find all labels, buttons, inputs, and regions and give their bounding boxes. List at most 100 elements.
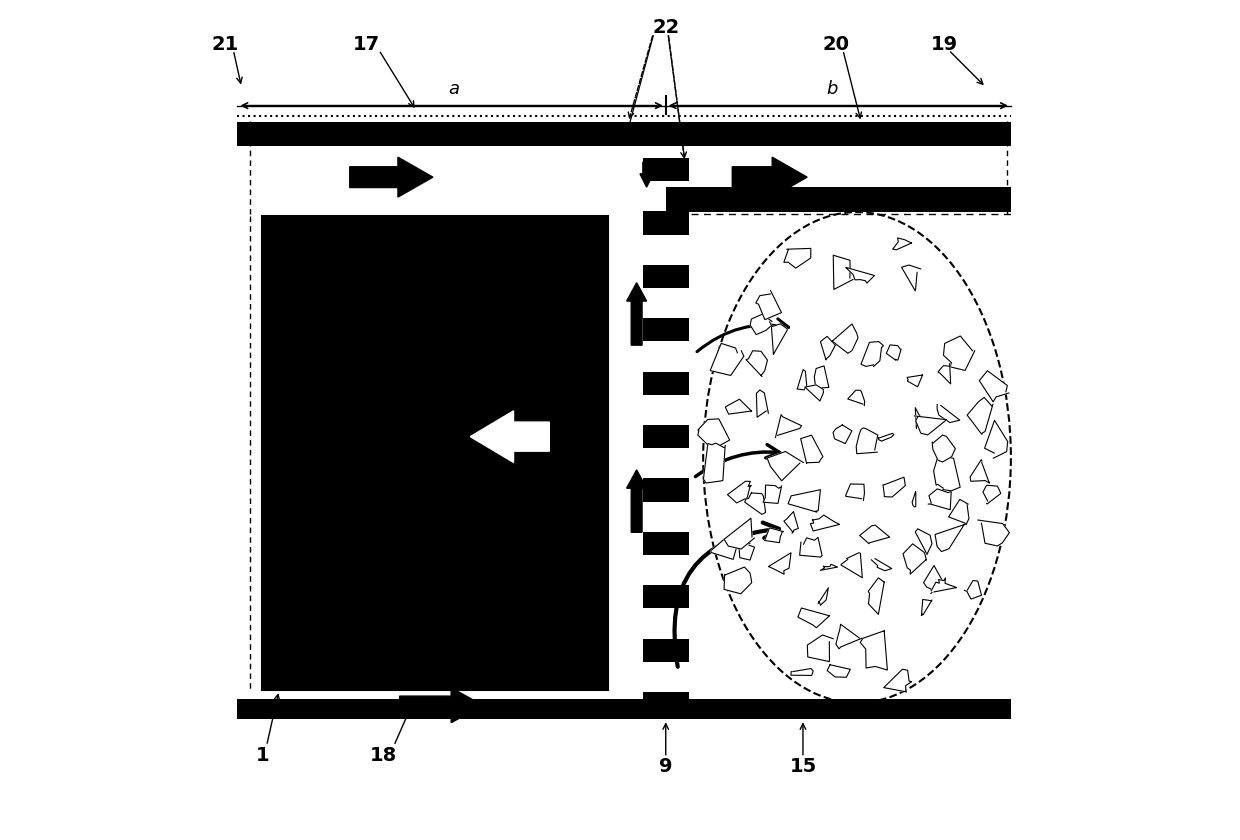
Polygon shape <box>859 525 889 543</box>
Polygon shape <box>784 512 799 533</box>
Polygon shape <box>739 543 755 560</box>
Polygon shape <box>821 564 837 570</box>
Polygon shape <box>921 600 932 616</box>
Polygon shape <box>833 425 852 444</box>
Polygon shape <box>746 351 768 376</box>
Polygon shape <box>818 588 828 605</box>
Polygon shape <box>769 553 791 575</box>
FancyArrow shape <box>470 411 549 462</box>
Polygon shape <box>775 415 801 438</box>
Polygon shape <box>711 344 744 375</box>
Polygon shape <box>965 580 982 599</box>
Polygon shape <box>784 249 811 268</box>
Polygon shape <box>815 366 828 388</box>
Text: 18: 18 <box>370 746 397 764</box>
Bar <box>642 638 688 662</box>
Polygon shape <box>821 336 836 360</box>
Text: 20: 20 <box>822 34 849 54</box>
Polygon shape <box>937 405 960 423</box>
Polygon shape <box>797 608 830 627</box>
Polygon shape <box>832 324 858 354</box>
Polygon shape <box>765 528 784 543</box>
Polygon shape <box>944 336 975 370</box>
Polygon shape <box>980 370 1009 402</box>
Bar <box>237 699 1011 719</box>
Bar <box>642 318 688 342</box>
FancyArrow shape <box>626 283 646 345</box>
Polygon shape <box>929 489 951 510</box>
Polygon shape <box>750 314 771 334</box>
Polygon shape <box>883 477 905 497</box>
Polygon shape <box>861 631 888 670</box>
Polygon shape <box>937 364 951 384</box>
Polygon shape <box>841 553 862 578</box>
Polygon shape <box>756 390 769 417</box>
Polygon shape <box>827 664 851 677</box>
Polygon shape <box>985 420 1008 458</box>
Polygon shape <box>924 565 942 593</box>
Text: 19: 19 <box>931 34 959 54</box>
Polygon shape <box>901 265 920 291</box>
Polygon shape <box>931 578 956 592</box>
Bar <box>642 212 688 234</box>
Bar <box>642 479 688 501</box>
Polygon shape <box>836 624 862 648</box>
Polygon shape <box>846 484 864 501</box>
Polygon shape <box>978 520 1009 546</box>
Polygon shape <box>807 635 833 662</box>
Polygon shape <box>756 291 781 320</box>
FancyArrow shape <box>626 470 646 533</box>
FancyArrow shape <box>399 688 482 722</box>
Polygon shape <box>800 538 822 557</box>
Polygon shape <box>848 391 864 406</box>
Polygon shape <box>698 419 729 447</box>
Text: b: b <box>826 80 838 98</box>
Bar <box>642 265 688 288</box>
Polygon shape <box>791 669 813 675</box>
Polygon shape <box>728 481 751 503</box>
Polygon shape <box>801 435 823 463</box>
Polygon shape <box>887 345 901 360</box>
Polygon shape <box>856 428 878 454</box>
Polygon shape <box>789 490 821 512</box>
Polygon shape <box>868 578 884 614</box>
Polygon shape <box>872 559 892 570</box>
Polygon shape <box>768 452 804 480</box>
Text: 15: 15 <box>790 758 817 776</box>
Bar <box>642 585 688 608</box>
Polygon shape <box>724 567 751 594</box>
Text: a: a <box>448 80 459 98</box>
Polygon shape <box>915 529 932 554</box>
Polygon shape <box>846 268 874 283</box>
Polygon shape <box>763 485 781 503</box>
Polygon shape <box>967 397 993 434</box>
Bar <box>642 532 688 555</box>
Polygon shape <box>878 433 894 441</box>
Polygon shape <box>797 370 807 390</box>
Bar <box>642 371 688 395</box>
Polygon shape <box>903 543 926 575</box>
Bar <box>642 158 688 181</box>
Polygon shape <box>935 524 965 552</box>
Polygon shape <box>914 416 947 435</box>
Bar <box>237 123 1011 145</box>
Text: 9: 9 <box>658 758 672 776</box>
Polygon shape <box>805 385 823 401</box>
Bar <box>263 216 608 690</box>
Polygon shape <box>915 407 920 428</box>
Text: 17: 17 <box>352 34 379 54</box>
Polygon shape <box>861 342 883 366</box>
Polygon shape <box>833 255 853 290</box>
FancyArrow shape <box>640 162 653 187</box>
Text: 21: 21 <box>211 34 238 54</box>
Bar <box>642 425 688 449</box>
Polygon shape <box>983 486 1001 504</box>
Polygon shape <box>771 324 787 354</box>
Polygon shape <box>913 491 916 507</box>
Polygon shape <box>893 238 911 249</box>
Polygon shape <box>884 669 911 692</box>
Polygon shape <box>703 444 725 483</box>
Polygon shape <box>725 399 751 414</box>
Polygon shape <box>811 515 839 531</box>
Polygon shape <box>724 518 754 549</box>
